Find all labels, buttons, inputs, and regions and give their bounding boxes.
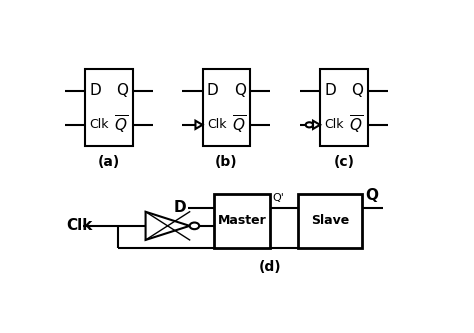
Text: Q': Q' bbox=[272, 193, 284, 203]
Text: $\overline{Q}$: $\overline{Q}$ bbox=[349, 114, 364, 136]
Text: D: D bbox=[325, 84, 336, 99]
Text: (b): (b) bbox=[215, 155, 237, 169]
Bar bbox=[85, 70, 133, 147]
Circle shape bbox=[306, 122, 313, 128]
Text: (a): (a) bbox=[98, 155, 120, 169]
Polygon shape bbox=[195, 121, 202, 129]
Text: Q: Q bbox=[234, 84, 246, 99]
Circle shape bbox=[190, 222, 199, 229]
Text: (d): (d) bbox=[259, 260, 282, 274]
Text: Master: Master bbox=[218, 214, 266, 227]
Polygon shape bbox=[146, 212, 190, 240]
Text: Clk: Clk bbox=[207, 118, 227, 131]
Text: $\overline{Q}$: $\overline{Q}$ bbox=[114, 114, 128, 136]
Bar bbox=[320, 70, 368, 147]
Text: Clk: Clk bbox=[325, 118, 344, 131]
Text: Q: Q bbox=[365, 188, 378, 203]
Text: $\overline{Q}$: $\overline{Q}$ bbox=[232, 114, 246, 136]
Bar bbox=[298, 194, 362, 248]
Text: D: D bbox=[173, 200, 186, 215]
Text: (c): (c) bbox=[333, 155, 355, 169]
Text: Q: Q bbox=[351, 84, 364, 99]
Text: Q: Q bbox=[116, 84, 128, 99]
Polygon shape bbox=[313, 121, 320, 129]
Bar bbox=[202, 70, 250, 147]
Text: Slave: Slave bbox=[311, 214, 349, 227]
Text: Clk: Clk bbox=[90, 118, 109, 131]
Bar bbox=[213, 194, 271, 248]
Text: D: D bbox=[90, 84, 101, 99]
Text: D: D bbox=[207, 84, 219, 99]
Text: Clk: Clk bbox=[66, 218, 93, 233]
